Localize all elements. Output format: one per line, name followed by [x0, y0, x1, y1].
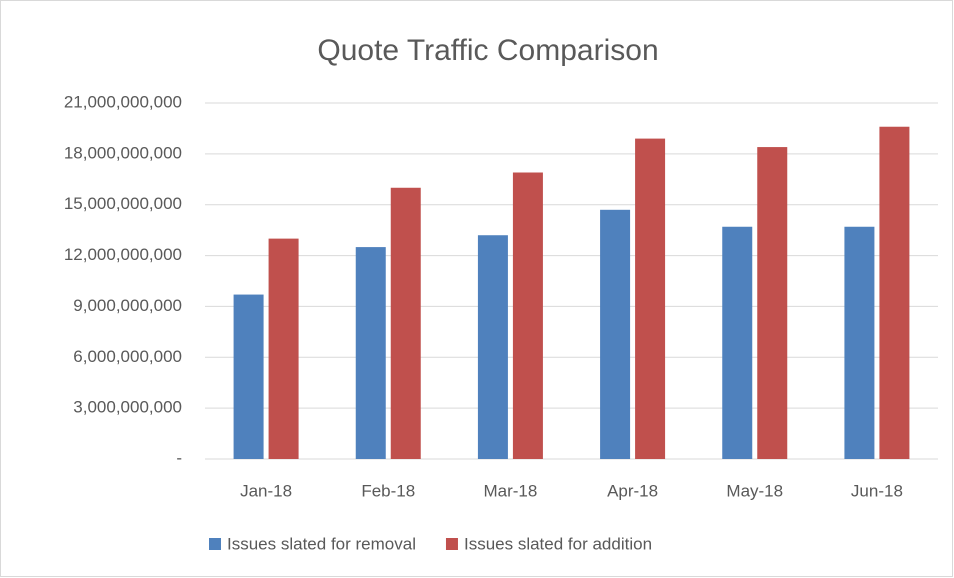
x-tick-label: Apr-18: [607, 481, 658, 500]
y-tick-label: 18,000,000,000: [64, 143, 182, 162]
bar: [635, 138, 666, 459]
bar: [355, 247, 386, 459]
x-tick-label: May-18: [726, 481, 783, 500]
x-tick-label: Jun-18: [851, 481, 903, 500]
bar: [757, 147, 788, 460]
legend-swatch: [209, 538, 221, 550]
legend-label: Issues slated for addition: [464, 534, 652, 553]
y-tick-label: 15,000,000,000: [64, 194, 182, 213]
bar: [600, 209, 631, 459]
chart-title: Quote Traffic Comparison: [317, 34, 658, 67]
bar: [722, 226, 753, 459]
legend-label: Issues slated for removal: [227, 534, 416, 553]
x-tick-label: Mar-18: [483, 481, 537, 500]
bar: [390, 187, 421, 459]
bar: [879, 126, 910, 459]
x-tick-label: Feb-18: [361, 481, 415, 500]
bar: [268, 238, 299, 459]
bar: [233, 294, 264, 459]
y-tick-label: 6,000,000,000: [73, 347, 182, 366]
bar: [512, 172, 543, 459]
y-tick-label: 21,000,000,000: [64, 92, 182, 111]
y-tick-label: -: [176, 448, 182, 467]
x-tick-label: Jan-18: [240, 481, 292, 500]
y-tick-label: 12,000,000,000: [64, 245, 182, 264]
y-tick-label: 3,000,000,000: [73, 398, 182, 417]
bar: [844, 226, 875, 459]
y-tick-label: 9,000,000,000: [73, 296, 182, 315]
legend-swatch: [445, 538, 458, 550]
bar: [477, 235, 508, 459]
